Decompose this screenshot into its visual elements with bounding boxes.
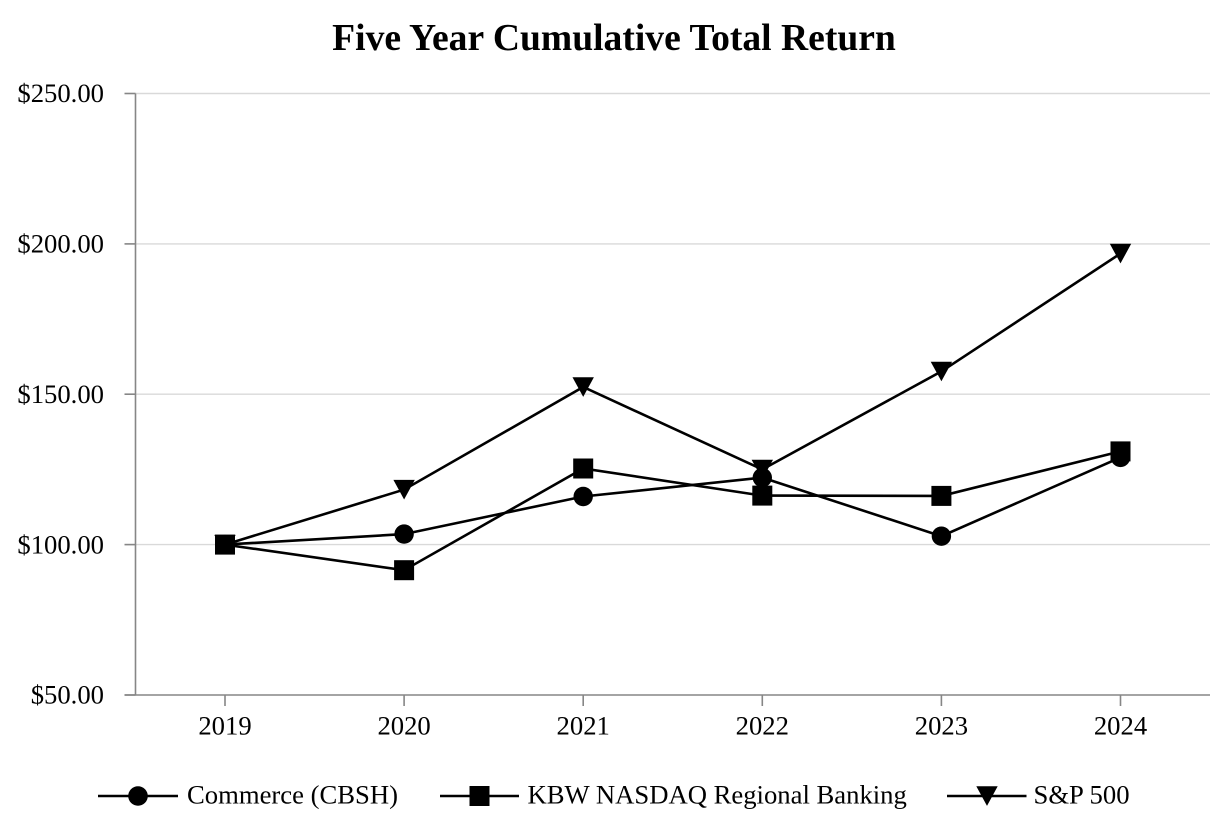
svg-text:$200.00: $200.00: [17, 229, 104, 259]
svg-text:2023: 2023: [915, 711, 968, 741]
svg-text:2020: 2020: [377, 711, 430, 741]
svg-text:$250.00: $250.00: [17, 78, 104, 108]
svg-text:Five Year Cumulative Total Ret: Five Year Cumulative Total Return: [332, 18, 896, 59]
svg-text:Commerce (CBSH): Commerce (CBSH): [187, 780, 398, 810]
svg-text:2024: 2024: [1094, 711, 1147, 741]
svg-text:$100.00: $100.00: [17, 529, 104, 559]
svg-text:2022: 2022: [736, 711, 789, 741]
svg-text:$150.00: $150.00: [17, 379, 104, 409]
svg-text:2019: 2019: [198, 711, 251, 741]
svg-text:KBW NASDAQ Regional Banking: KBW NASDAQ Regional Banking: [528, 780, 907, 810]
svg-text:$50.00: $50.00: [31, 680, 104, 710]
svg-text:2021: 2021: [557, 711, 610, 741]
svg-text:S&P 500: S&P 500: [1034, 780, 1130, 810]
